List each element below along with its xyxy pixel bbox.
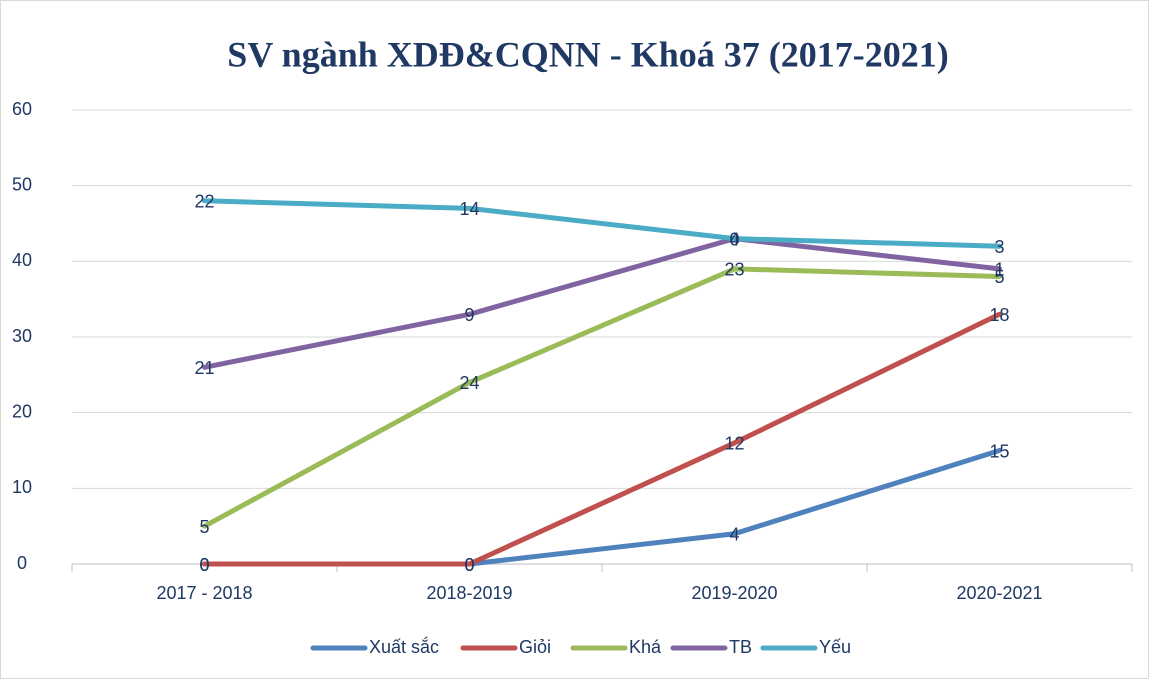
legend-label: TB bbox=[729, 637, 752, 657]
data-label: 4 bbox=[729, 229, 739, 249]
data-label: 0 bbox=[464, 555, 474, 575]
chart-title: SV ngành XDĐ&CQNN - Khoá 37 (2017-2021) bbox=[227, 34, 948, 74]
data-label: 14 bbox=[459, 199, 479, 219]
data-label: 3 bbox=[994, 237, 1004, 257]
data-label: 23 bbox=[724, 260, 744, 280]
data-label: 5 bbox=[199, 517, 209, 537]
series-line bbox=[202, 311, 1002, 567]
legend-label: Xuất sắc bbox=[369, 636, 439, 657]
data-label: 1 bbox=[994, 260, 1004, 280]
data-label: 24 bbox=[459, 373, 479, 393]
data-label: 4 bbox=[729, 524, 739, 544]
legend-label: Giỏi bbox=[519, 637, 551, 657]
y-tick-label: 50 bbox=[12, 174, 32, 194]
x-tick-label: 2019-2020 bbox=[691, 583, 777, 603]
data-label: 5 bbox=[994, 267, 1004, 287]
data-label: 15 bbox=[989, 441, 1009, 461]
legend-label: Yếu bbox=[819, 637, 851, 657]
y-tick-label: 20 bbox=[12, 401, 32, 421]
data-label: 0 bbox=[199, 555, 209, 575]
x-tick-label: 2020-2021 bbox=[956, 583, 1042, 603]
data-label: 0 bbox=[199, 555, 209, 575]
data-label: 22 bbox=[194, 192, 214, 212]
series-line bbox=[202, 266, 1002, 529]
data-label: 0 bbox=[729, 229, 739, 249]
x-tick-label: 2017 - 2018 bbox=[156, 583, 252, 603]
y-tick-label: 40 bbox=[12, 250, 32, 270]
series-line bbox=[202, 236, 1002, 370]
data-label: 12 bbox=[724, 434, 744, 454]
y-tick-label: 0 bbox=[17, 553, 27, 573]
x-tick-label: 2018-2019 bbox=[426, 583, 512, 603]
data-label: 0 bbox=[464, 555, 474, 575]
legend-label: Khá bbox=[629, 637, 662, 657]
data-label: 18 bbox=[989, 305, 1009, 325]
y-tick-label: 60 bbox=[12, 99, 32, 119]
data-label: 21 bbox=[194, 358, 214, 378]
series-line bbox=[202, 198, 1002, 249]
y-tick-label: 30 bbox=[12, 326, 32, 346]
y-tick-label: 10 bbox=[12, 477, 32, 497]
data-label: 9 bbox=[464, 305, 474, 325]
